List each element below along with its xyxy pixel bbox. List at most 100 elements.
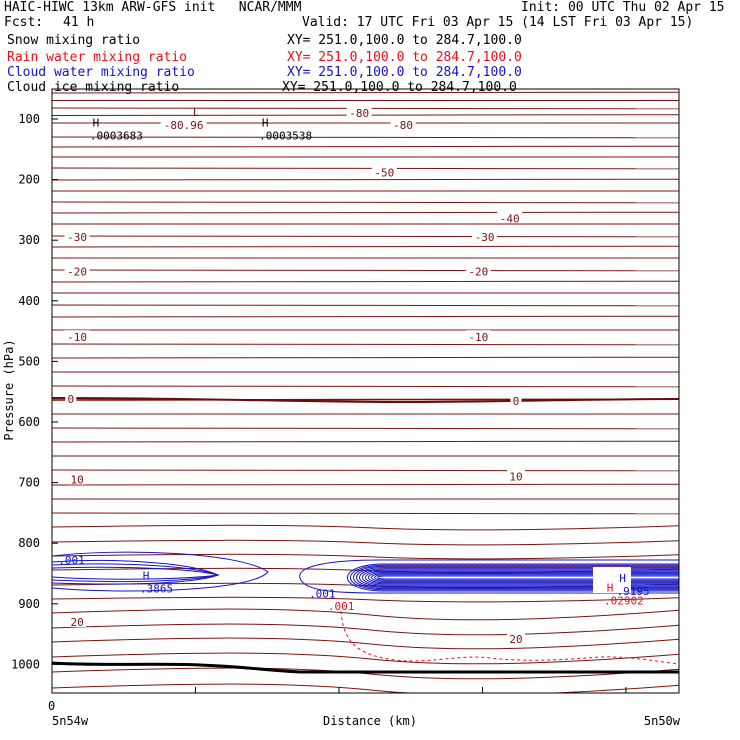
y-tick-label: 800	[18, 536, 40, 550]
cloud-water-contour	[299, 559, 679, 594]
isotherm-line	[52, 623, 679, 636]
init-time: Init: 00 UTC Thu 02 Apr 15	[521, 0, 725, 15]
plot-frame	[51, 88, 680, 694]
x-endpoint-label: 5n54w	[52, 714, 89, 728]
cloud-water-contour	[368, 571, 679, 584]
x-endpoint-label: 5n50w	[644, 714, 681, 728]
extremum-marker: H	[607, 582, 614, 595]
isotherm-label: -20	[468, 266, 488, 279]
isotherm-line	[52, 315, 679, 318]
extremum-marker: H	[143, 570, 150, 583]
isotherm-label: -40	[500, 212, 520, 225]
isotherm-label: 10	[70, 474, 83, 487]
field-3-xy: XY= 251.0,100.0 to 284.7,100.0	[282, 80, 517, 95]
isotherm-label: 20	[509, 633, 522, 646]
valid-time: Valid: 17 UTC Fri 03 Apr 15 (14 LST Fri …	[302, 15, 694, 30]
extremum-value: .0003683	[90, 129, 143, 142]
forecast-label: Fcst:	[4, 15, 44, 30]
contour-label-background	[68, 472, 87, 485]
contour-label-background	[497, 211, 523, 224]
isotherm-line	[52, 596, 679, 603]
isotherm-line	[52, 539, 679, 546]
contour-label-background	[346, 105, 372, 118]
contour-label-background	[64, 230, 90, 243]
field-0-name: Snow mixing ratio	[7, 33, 141, 48]
y-tick-label: 600	[18, 415, 40, 429]
contour-label-background	[160, 118, 207, 131]
y-tick-label: 400	[18, 294, 40, 308]
isotherm-line	[52, 269, 679, 272]
contour-label-background	[506, 469, 525, 482]
contour-label-background	[510, 393, 522, 406]
extremum-value: .0003538	[259, 129, 312, 142]
isotherm-line	[52, 245, 679, 248]
isotherm-line	[52, 524, 679, 531]
isotherm-label: -10	[468, 331, 488, 344]
cloud-water-contour	[51, 566, 219, 580]
isotherm-line	[52, 343, 679, 346]
field-0-xy: XY= 251.0,100.0 to 284.7,100.0	[287, 33, 522, 48]
contour-label-background	[371, 165, 397, 178]
isotherm-line	[52, 356, 679, 359]
cloud-water-contour	[377, 575, 679, 580]
isotherm-line	[52, 201, 679, 204]
isotherm-line	[52, 469, 679, 472]
isotherm-line	[52, 385, 679, 388]
x-tick-label: 0	[48, 699, 55, 713]
isotherm-line	[52, 553, 679, 560]
cloud-water-contour	[51, 551, 269, 592]
isotherm-line	[52, 145, 679, 148]
label-background	[593, 567, 631, 593]
plot-title: HAIC-HIWC 13km ARW-GFS init NCAR/MMM	[4, 0, 302, 15]
cloud-contour-label: .001	[328, 600, 355, 613]
isotherm-line	[52, 483, 679, 486]
contour-label-background	[472, 230, 498, 243]
cloud-water-contour	[374, 574, 679, 581]
contour-label-background	[68, 614, 87, 627]
extremum-value: .9195	[617, 585, 650, 598]
x-axis-label: Distance (km)	[323, 714, 417, 728]
y-tick-label: 500	[18, 354, 40, 368]
isotherm-label: -50	[374, 166, 394, 179]
isotherm-line	[52, 667, 679, 680]
extremum-value: .02902	[604, 595, 644, 608]
contour-label-background	[465, 264, 491, 277]
cloud-water-contour	[353, 565, 679, 590]
isotherm-label: 20	[70, 616, 83, 629]
isotherm-label: -80.96	[164, 119, 204, 132]
y-tick-label: 900	[18, 597, 40, 611]
field-2-xy: XY= 251.0,100.0 to 284.7,100.0	[287, 65, 522, 80]
extremum-marker: H	[93, 116, 100, 129]
isotherm-line	[52, 136, 679, 139]
isotherm-label: -80	[393, 119, 413, 132]
y-tick-label: 1000	[11, 657, 40, 671]
ground-line	[51, 661, 679, 674]
isotherm-line	[52, 652, 679, 665]
extremum-marker: H	[619, 572, 626, 585]
field-1-name: Rain water mixing ratio	[7, 50, 188, 65]
extremum-marker: L	[193, 106, 200, 119]
isotherm-line	[52, 683, 679, 693]
isotherm-line	[52, 608, 679, 621]
isotherm-label: -30	[67, 231, 87, 244]
y-tick-label: 100	[18, 112, 40, 126]
cloud-water-contour	[350, 564, 679, 591]
cloud-contour-label: .001	[309, 588, 336, 601]
field-1-xy: XY= 251.0,100.0 to 284.7,100.0	[287, 50, 522, 65]
extremum-marker: H	[262, 116, 269, 129]
cloud-contour-label: .001	[58, 554, 85, 567]
forecast-hours: 41 h	[63, 15, 95, 30]
isotherm-label: -80	[349, 107, 369, 120]
cloud-water-contour	[359, 568, 679, 587]
isotherm-line	[52, 304, 679, 307]
contour-label-background	[390, 118, 416, 131]
isotherm-line	[52, 280, 679, 283]
contour-label-background	[64, 264, 90, 277]
cloud-water-contour	[371, 573, 679, 582]
cloud-water-contour	[356, 567, 679, 588]
isotherm-line	[52, 211, 679, 214]
contour-label-background	[65, 391, 77, 404]
y-tick-label: 700	[18, 476, 40, 490]
isotherm-label: -10	[67, 331, 87, 344]
isotherm-label: 0	[513, 395, 520, 408]
